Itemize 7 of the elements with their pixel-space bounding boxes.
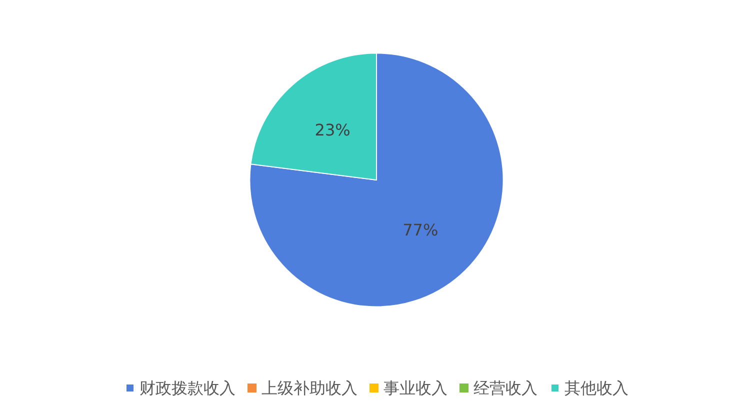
legend-label: 事业收入 — [384, 378, 448, 398]
data-label: 77% — [402, 220, 438, 240]
data-label: 23% — [314, 120, 350, 140]
legend-label: 财政拨款收入 — [140, 378, 236, 398]
legend-label: 上级补助收入 — [262, 378, 358, 398]
legend-label: 经营收入 — [474, 378, 538, 398]
legend-label: 其他收入 — [564, 378, 628, 398]
